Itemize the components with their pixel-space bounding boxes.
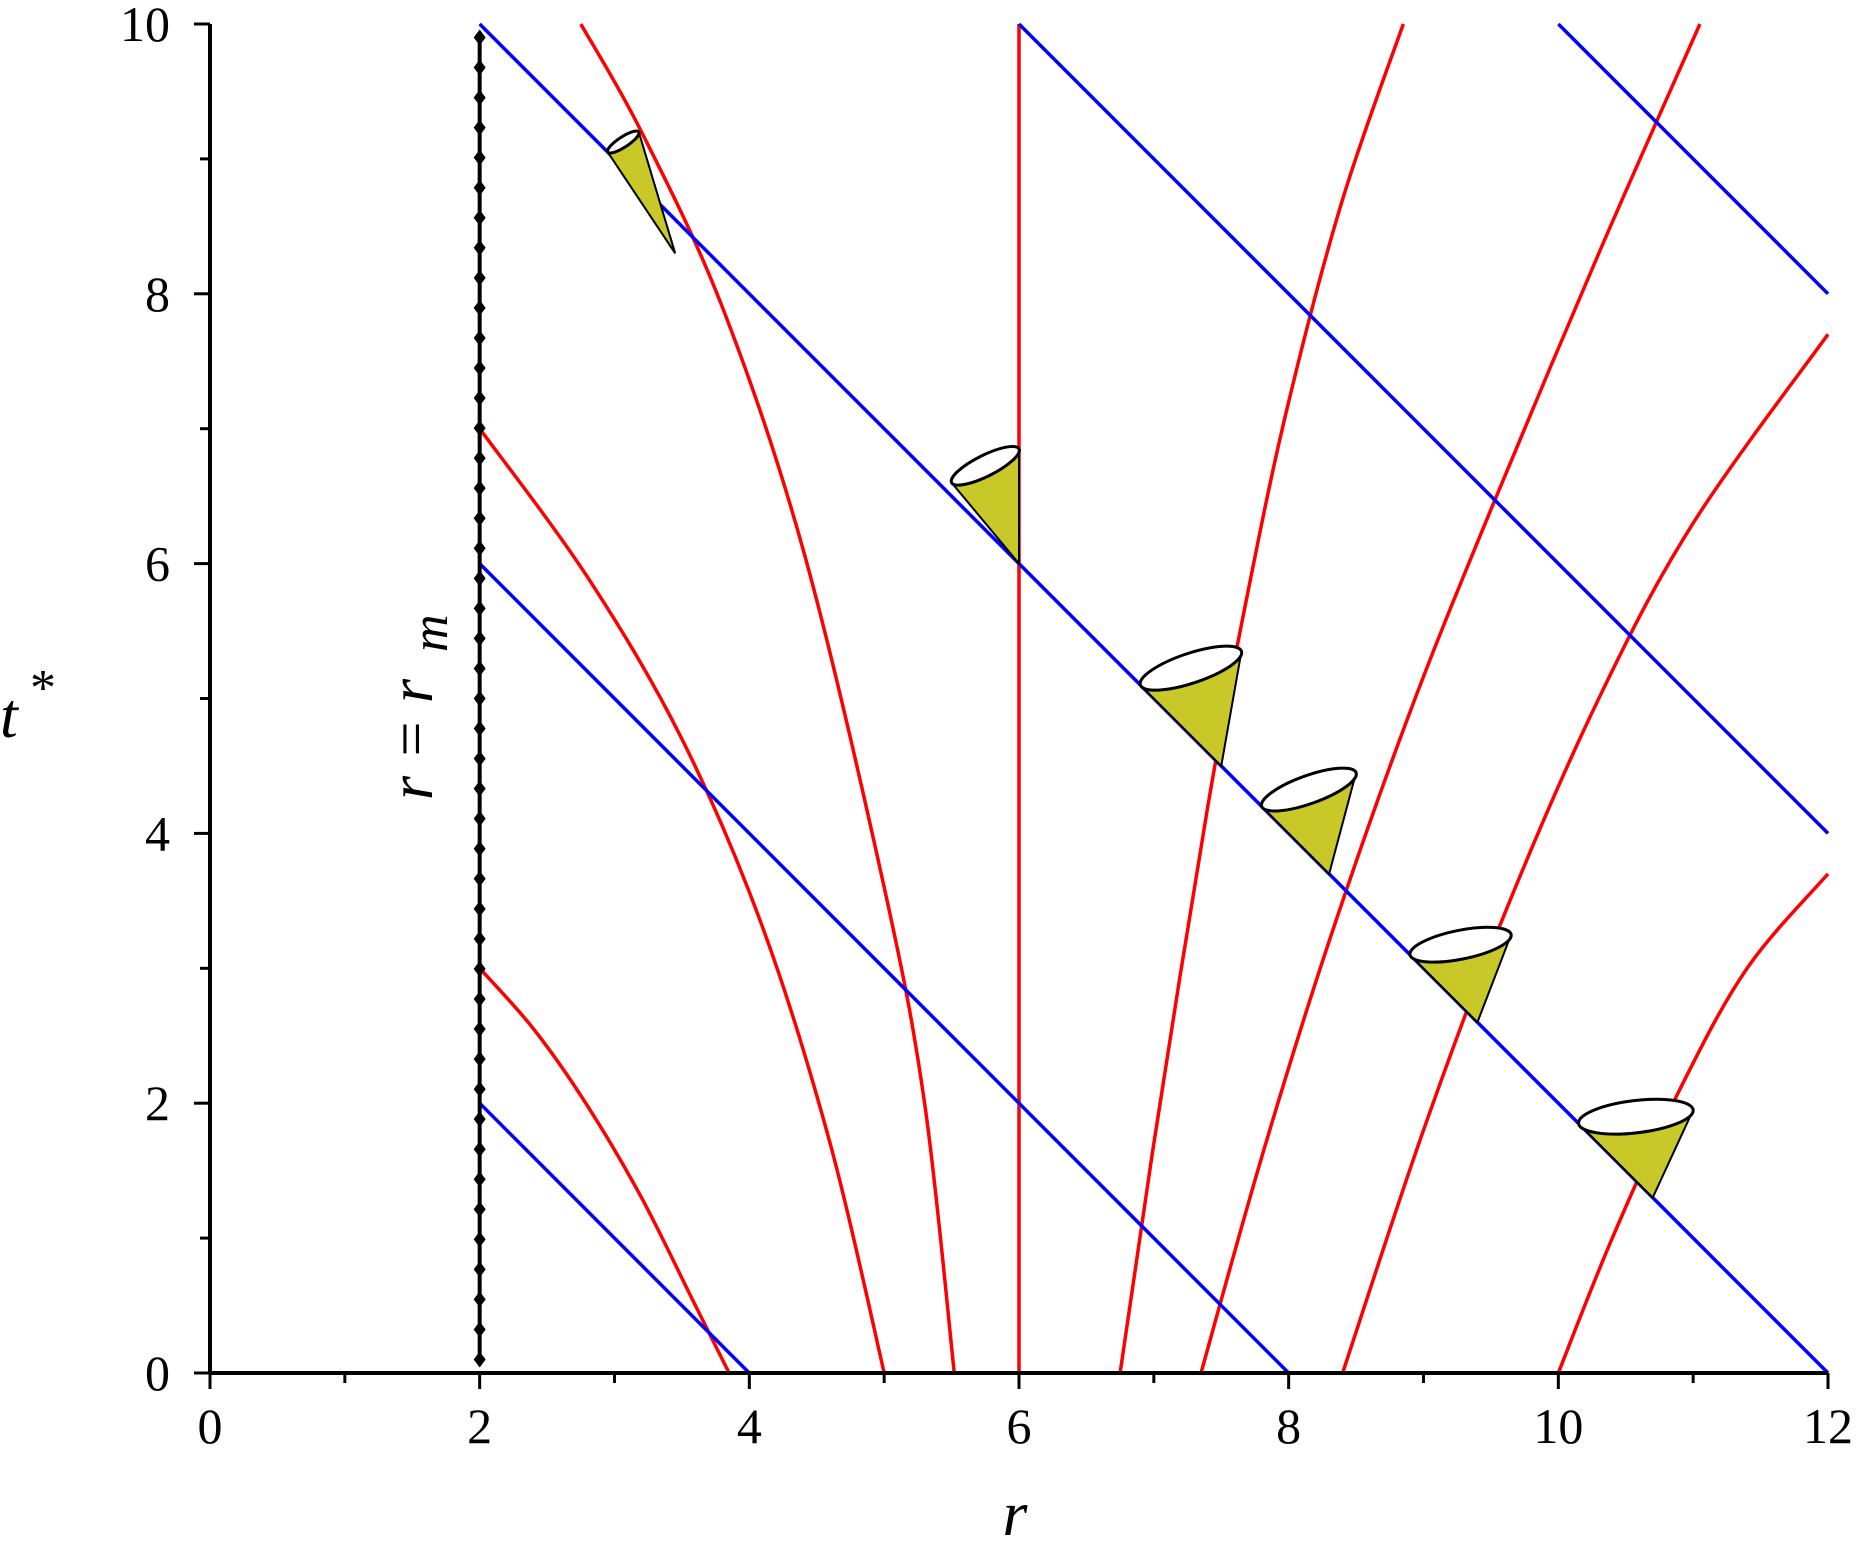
outgoing-curve-2 [478,427,886,1374]
boundary-marker [473,810,486,827]
boundary-marker [473,269,486,286]
curves-layer [478,22,1830,1375]
boundary-annotation-subscript: m [402,614,459,652]
boundary-marker [473,239,486,256]
boundary-marker [473,119,486,136]
outgoing-curve-1 [478,967,731,1374]
boundary-marker [473,1081,486,1098]
outgoing-curve-8 [1556,872,1830,1374]
boundary-marker [473,1321,486,1338]
outgoing-curve-6 [1199,23,1702,1374]
boundary-marker [473,510,486,527]
boundary-marker [473,720,486,737]
boundary-marker [473,480,486,497]
light-cone-rim [1408,925,1513,964]
boundary-marker [473,1051,486,1068]
boundary-marker [473,89,486,106]
ingoing-line-1 [478,1101,751,1375]
outgoing-curve-5 [1118,23,1405,1374]
boundary-marker [473,299,486,316]
x-tick-label: 12 [1803,1398,1853,1454]
boundary-marker [473,840,486,857]
boundary-marker [473,450,486,467]
light-cone-rim [1138,644,1244,692]
x-axis-label: r [1003,1478,1029,1549]
light-cone-6 [1576,1097,1695,1200]
y-axis-label-t: t [0,680,20,751]
boundary-marker [473,1141,486,1158]
light-cone-rim [606,129,641,155]
x-tick-label: 10 [1533,1398,1583,1454]
boundary-marker [473,960,486,977]
boundary-layer [473,29,486,1368]
x-tick-label: 2 [467,1398,492,1454]
boundary-marker [473,570,486,587]
x-tick-label: 6 [1007,1398,1032,1454]
boundary-marker [473,600,486,617]
boundary-marker [473,59,486,76]
boundary-marker [473,179,486,196]
outgoing-curve-7 [1340,333,1830,1374]
boundary-marker [473,750,486,767]
ingoing-line-5 [1557,22,1830,296]
boundary-marker [473,660,486,677]
boundary-marker [473,630,486,647]
light-cone-rim [1259,766,1358,813]
boundary-marker [473,359,486,376]
boundary-marker [473,900,486,917]
boundary-marker [473,29,486,46]
boundary-marker [473,149,486,166]
boundary-marker [473,930,486,947]
boundary-marker [473,1351,486,1368]
cones-layer [606,129,1695,1200]
light-cone-3 [1138,644,1244,769]
light-cone-rim [949,444,1021,487]
y-tick-label: 8 [145,266,170,322]
boundary-annotation: r = r m [378,614,459,800]
light-cone-2 [949,444,1021,567]
boundary-marker [473,209,486,226]
boundary-marker [473,540,486,557]
boundary-marker [473,420,486,437]
x-tick-label: 4 [737,1398,762,1454]
boundary-marker [473,870,486,887]
light-cone-rim [1577,1097,1695,1136]
y-axis-label: t * [0,660,56,751]
boundary-marker [473,1111,486,1128]
x-tick-label: 0 [198,1398,223,1454]
outgoing-curve-3 [579,23,957,1374]
boundary-marker [473,690,486,707]
y-tick-label: 2 [145,1075,170,1131]
ingoing-line-4 [1017,22,1830,835]
boundary-annotation-text: r = r [378,678,446,800]
light-cone-5 [1407,925,1513,1025]
y-tick-label: 0 [145,1345,170,1401]
y-tick-label: 6 [145,536,170,592]
boundary-marker [473,990,486,1007]
y-tick-label: 4 [145,805,170,861]
light-cone-1 [606,129,677,254]
x-tick-label: 8 [1276,1398,1301,1454]
boundary-marker [473,1201,486,1218]
boundary-marker [473,1291,486,1308]
y-tick-label: 10 [120,0,170,52]
boundary-marker [473,1261,486,1278]
boundary-marker [473,390,486,407]
y-axis-label-star: * [30,660,56,717]
light-cone-4 [1259,766,1358,876]
boundary-marker [473,780,486,797]
axes-layer: 0 2 4 6 8 10 12 0 2 4 6 8 10 [120,0,1853,1454]
ingoing-line-2 [478,562,1290,1375]
boundary-marker [473,1021,486,1038]
boundary-marker [473,329,486,346]
boundary-marker [473,1171,486,1188]
boundary-marker [473,1231,486,1248]
